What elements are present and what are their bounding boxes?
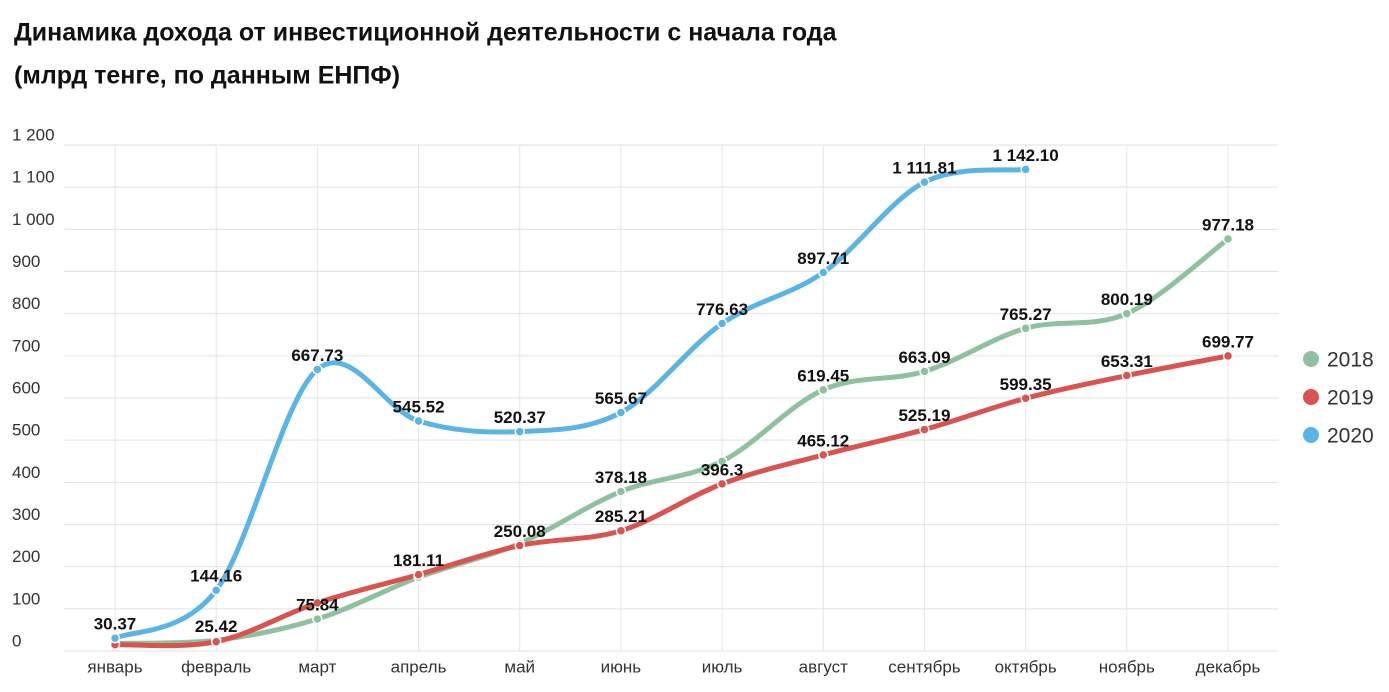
x-tick-label: ноябрь <box>1099 657 1155 676</box>
y-tick-label: 200 <box>12 547 40 566</box>
value-label: 1 111.81 <box>892 159 956 178</box>
value-label: 285.21 <box>595 507 647 526</box>
y-tick-label: 900 <box>12 252 40 271</box>
point <box>615 486 627 497</box>
value-label: 520.37 <box>494 408 546 427</box>
point <box>312 613 323 625</box>
x-tick-label: февраль <box>181 657 251 676</box>
value-label: 699.77 <box>1202 332 1254 351</box>
value-label: 1 142.10 <box>993 146 1059 165</box>
y-tick-label: 0 <box>12 631 21 650</box>
point <box>413 415 424 427</box>
x-tick-label: май <box>504 657 535 676</box>
point <box>109 632 121 644</box>
point <box>716 478 728 490</box>
value-label: 545.52 <box>393 397 445 416</box>
point <box>919 176 930 188</box>
x-tick-label: июнь <box>601 657 642 676</box>
y-tick-label: 800 <box>12 294 40 313</box>
y-tick-label: 500 <box>12 421 40 440</box>
x-tick-label: декабрь <box>1196 657 1261 676</box>
point <box>615 525 627 536</box>
x-tick-label: июль <box>702 657 743 676</box>
value-label: 25.42 <box>195 617 238 636</box>
series-line <box>112 236 1231 646</box>
value-label: 30.37 <box>94 615 137 634</box>
point <box>1020 393 1031 404</box>
y-tick-label: 100 <box>12 589 40 608</box>
value-label: 181.11 <box>393 551 444 570</box>
y-tick-label: 600 <box>12 378 40 397</box>
point <box>312 364 323 375</box>
legend-label: 2019 <box>1327 387 1374 410</box>
point <box>716 318 728 329</box>
point <box>1121 308 1133 319</box>
point <box>1222 350 1234 362</box>
value-label: 663.09 <box>898 348 950 367</box>
legend-label: 2020 <box>1327 425 1374 448</box>
point <box>1222 233 1234 245</box>
point <box>919 424 930 435</box>
point <box>312 597 323 609</box>
point <box>1121 370 1133 381</box>
x-tick-label: март <box>298 657 336 676</box>
value-label: 776.63 <box>696 300 748 319</box>
point <box>1020 164 1031 175</box>
value-label: 565.67 <box>595 389 647 408</box>
value-label: 800.19 <box>1101 290 1153 309</box>
value-label: 653.31 <box>1101 352 1153 371</box>
legend-swatch <box>1303 351 1319 367</box>
value-label: 250.08 <box>494 522 546 541</box>
value-label: 667.73 <box>291 346 343 365</box>
point <box>514 426 525 437</box>
y-tick-label: 400 <box>12 463 40 482</box>
y-tick-label: 1 100 <box>12 168 55 187</box>
chart-subtitle: (млрд тенге, по данным ЕНПФ) <box>14 62 400 90</box>
point <box>514 540 525 551</box>
value-label: 378.18 <box>595 468 647 487</box>
point <box>413 569 424 580</box>
value-label: 525.19 <box>898 406 950 425</box>
point <box>818 267 829 278</box>
legend-label: 2018 <box>1327 349 1374 372</box>
chart-title: Динамика дохода от инвестиционной деятел… <box>14 19 838 47</box>
point <box>716 456 728 467</box>
legend-swatch <box>1303 427 1319 443</box>
value-label: 765.27 <box>1000 305 1052 324</box>
value-label: 465.12 <box>797 431 849 450</box>
series-line <box>112 166 1029 641</box>
y-tick-label: 1 200 <box>12 125 55 144</box>
x-tick-label: октябрь <box>995 657 1057 676</box>
point <box>615 407 627 418</box>
x-tick-label: апрель <box>391 657 447 676</box>
x-tick-label: август <box>799 657 848 676</box>
value-label: 619.45 <box>797 366 849 385</box>
series-line <box>112 353 1231 649</box>
y-tick-label: 1 000 <box>12 210 55 229</box>
legend-swatch <box>1303 389 1319 405</box>
x-tick-label: сентябрь <box>888 657 961 676</box>
x-tick-label: январь <box>87 657 142 676</box>
point <box>919 366 930 377</box>
point <box>818 384 829 396</box>
value-label: 897.71 <box>797 249 849 268</box>
value-label: 75.84 <box>296 596 339 615</box>
point <box>1020 323 1031 334</box>
y-tick-label: 300 <box>12 505 40 524</box>
point <box>210 636 222 647</box>
point <box>210 584 222 596</box>
y-tick-label: 700 <box>12 336 40 355</box>
value-label: 977.18 <box>1202 215 1254 234</box>
value-label: 396.3 <box>701 460 744 479</box>
point <box>818 449 829 461</box>
value-label: 599.35 <box>1000 375 1052 394</box>
value-label: 144.16 <box>190 567 242 586</box>
